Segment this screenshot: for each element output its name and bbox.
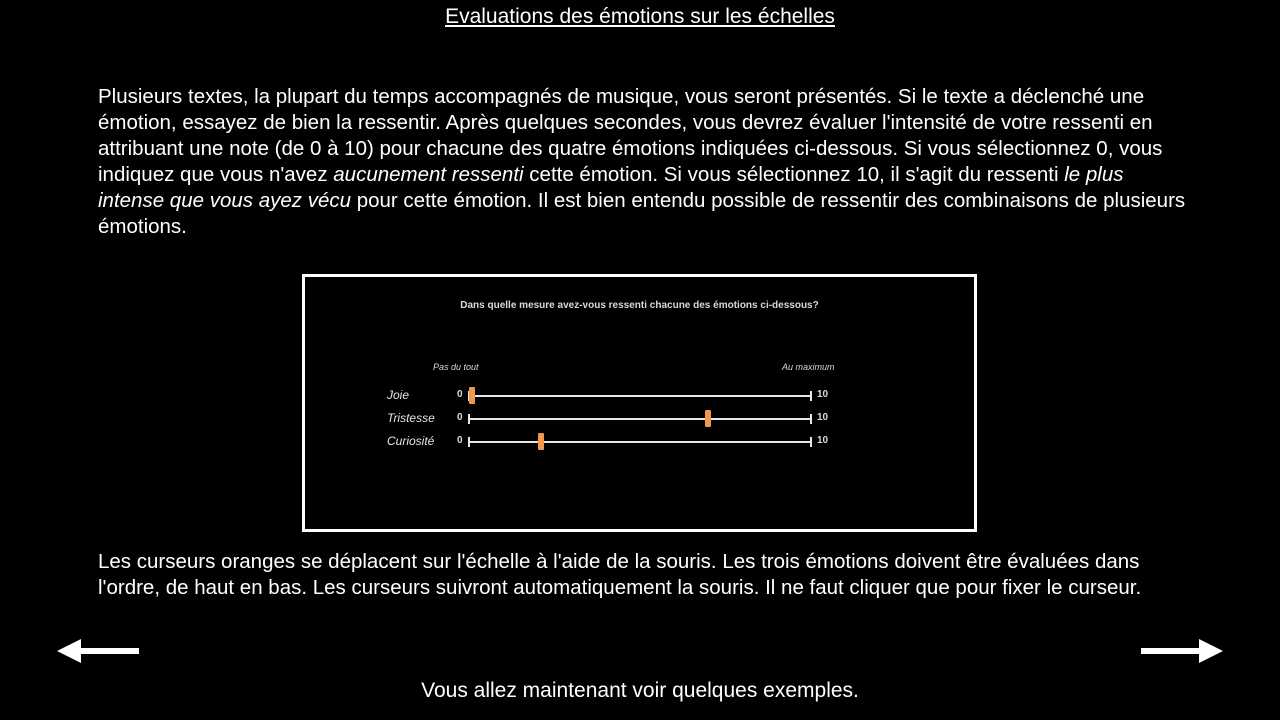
rating-scale-curiosite: Curiosité 0 10	[305, 431, 974, 451]
instructions-text-2: cette émotion. Si vous sélectionnez 10, …	[523, 163, 1065, 186]
slider-cursor[interactable]	[705, 410, 712, 427]
arrow-right-icon[interactable]	[1139, 636, 1223, 666]
rating-scale-joie: Joie 0 10	[305, 385, 974, 405]
emotion-label: Joie	[387, 388, 410, 402]
scale-tick-max	[810, 391, 812, 401]
scale-min-label: 0	[457, 389, 463, 400]
slider-track[interactable]	[469, 418, 811, 420]
slider-track[interactable]	[469, 395, 811, 397]
scale-max-label: 10	[817, 389, 829, 400]
slider-track[interactable]	[469, 441, 811, 443]
instructions-emphasis-1: aucunement ressenti	[333, 163, 524, 186]
scale-max-label: 10	[817, 412, 829, 423]
arrow-left-icon[interactable]	[57, 636, 141, 666]
cursor-instructions: Les curseurs oranges se déplacent sur l'…	[98, 550, 1142, 599]
emotion-label: Curiosité	[387, 434, 435, 448]
rating-question: Dans quelle mesure avez-vous ressenti ch…	[460, 300, 819, 311]
page-title: Evaluations des émotions sur les échelle…	[445, 5, 835, 28]
instructions-text-1: Plusieurs textes, la plupart du temps ac…	[98, 85, 1163, 186]
scale-tick-max	[810, 414, 812, 424]
instructions-text-3: pour cette émotion. Il est bien entendu …	[98, 189, 1186, 238]
footer-text: Vous allez maintenant voir quelques exem…	[421, 679, 859, 702]
rating-scale-tristesse: Tristesse 0 10	[305, 408, 974, 428]
scale-anchor-high: Au maximum	[782, 362, 835, 372]
slider-cursor[interactable]	[537, 433, 544, 450]
scale-tick-max	[810, 437, 812, 447]
emotion-label: Tristesse	[387, 411, 435, 425]
scale-max-label: 10	[817, 435, 829, 446]
rating-example-panel: Dans quelle mesure avez-vous ressenti ch…	[302, 274, 977, 532]
scale-anchor-low: Pas du tout	[433, 362, 479, 372]
slider-cursor[interactable]	[469, 387, 476, 404]
scale-min-label: 0	[457, 412, 463, 423]
instructions-emphasis-2: le plus intense que vous ayez vécu	[98, 163, 1124, 212]
instructions-paragraph: Plusieurs textes, la plupart du temps ac…	[98, 84, 1188, 240]
scale-min-label: 0	[457, 435, 463, 446]
